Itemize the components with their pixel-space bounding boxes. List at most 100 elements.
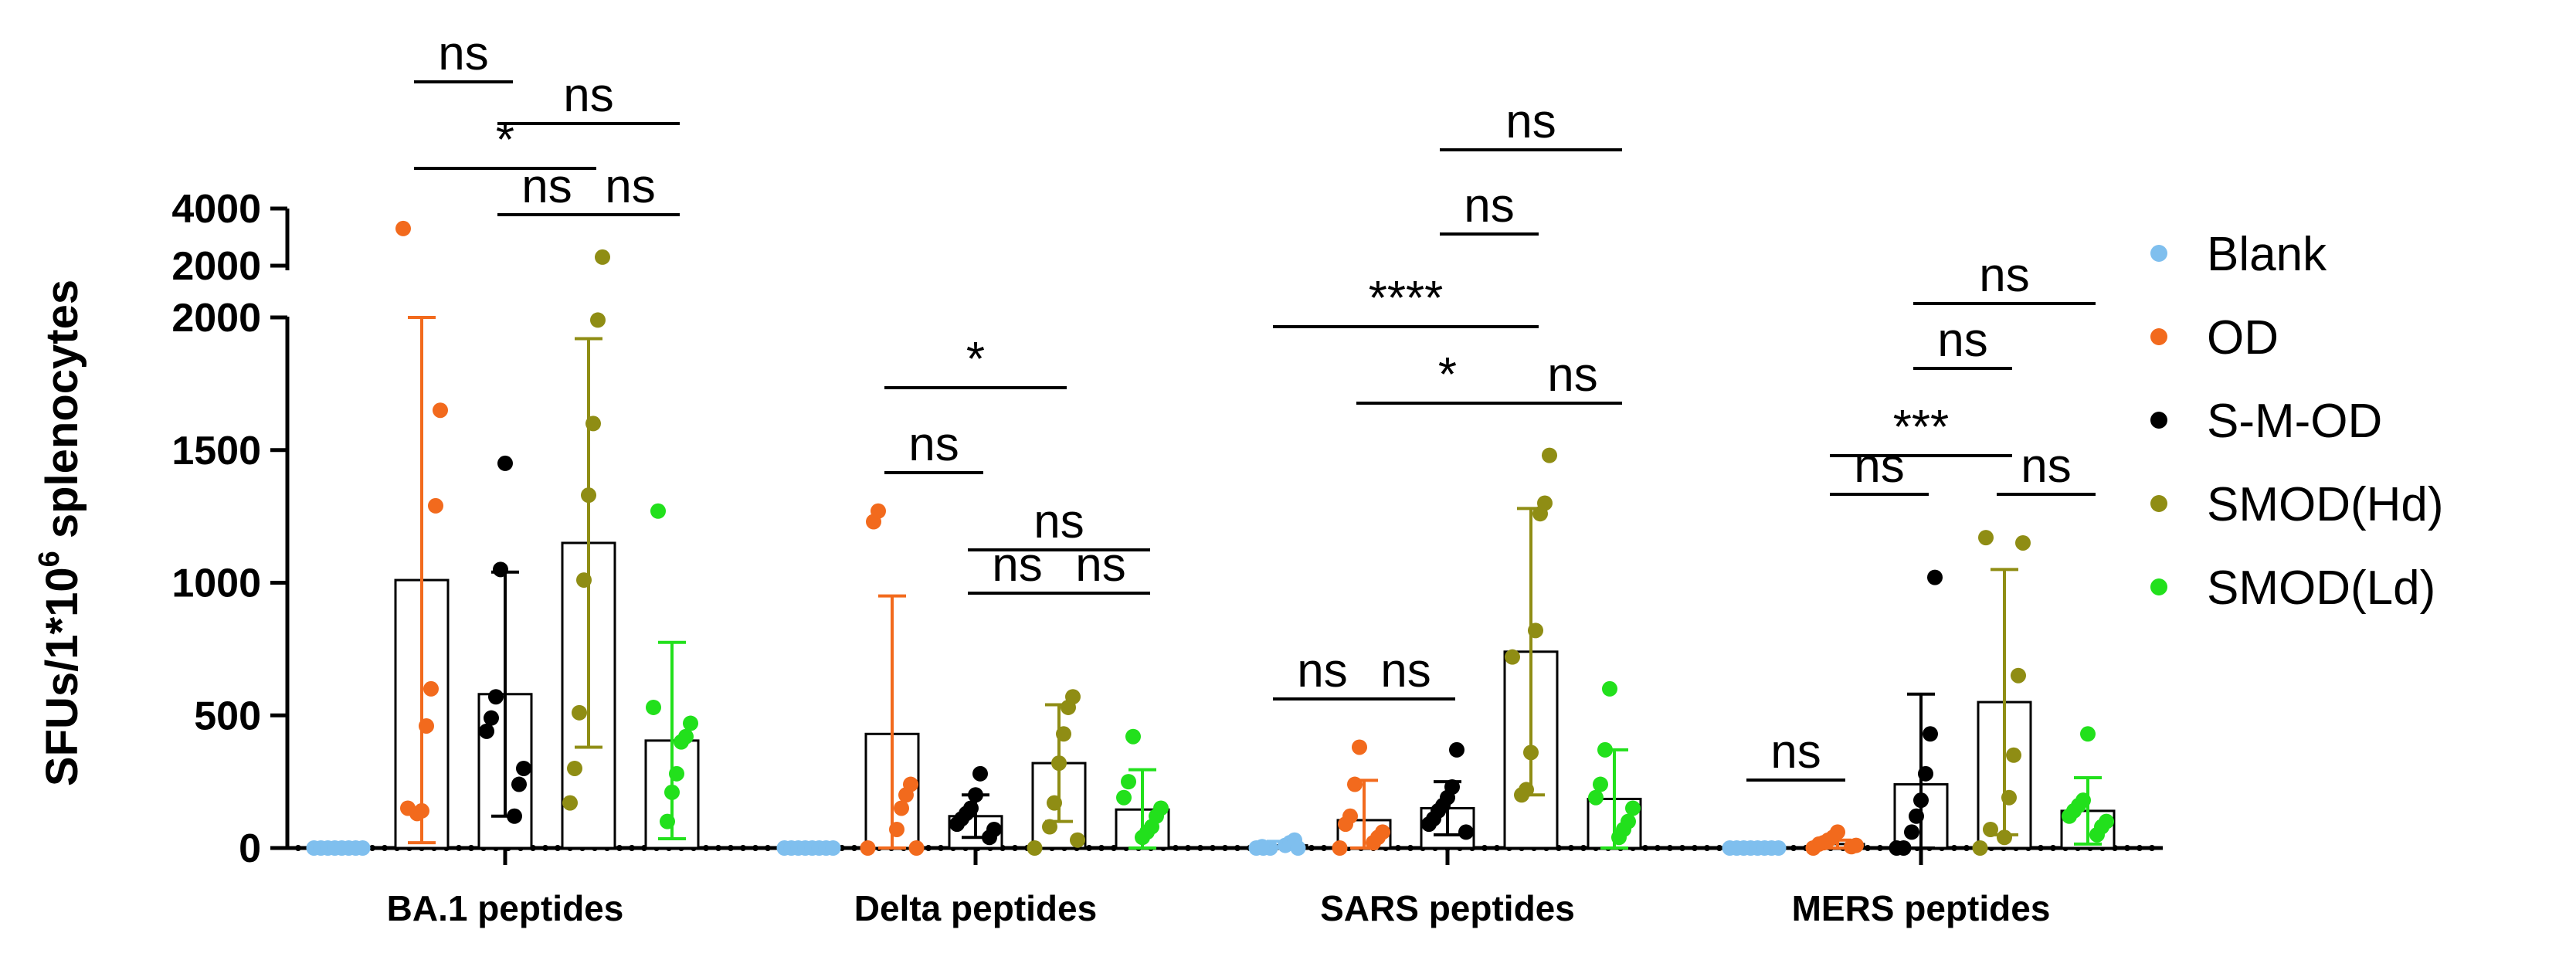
significance-label: ns [908,418,959,471]
significance-label: ns [992,538,1042,592]
data-point [1116,789,1132,806]
x-axis-dot [1481,845,1488,851]
x-axis-dot [1222,845,1228,851]
data-point [1056,726,1071,742]
significance-label: ns [563,69,613,122]
y-axis-title-superscript: 6 [33,551,66,567]
data-point [400,800,416,816]
data-point [1290,840,1306,856]
x-axis-dot [1963,845,1970,851]
x-axis-dot [1012,845,1018,851]
data-point [1458,824,1474,840]
x-axis-dot [851,845,857,851]
data-point [1909,808,1924,824]
significance-label: ns [1297,644,1347,697]
points-layer [306,220,2114,856]
data-point [1449,741,1464,758]
significance-label: * [1438,348,1457,402]
x-axis-dot [1692,845,1698,851]
x-axis-dot [1185,845,1191,851]
data-point [562,795,578,811]
legend-label: S-M-OD [2207,395,2382,448]
x-axis-dot [715,845,721,851]
data-point [1375,824,1390,840]
x-axis-dot [382,845,388,851]
significance-label: ns [605,160,655,213]
data-point [567,760,582,776]
data-point [660,813,675,829]
data-point [497,455,513,471]
significance-label: **** [1369,272,1444,325]
data-point [493,561,508,578]
data-point [825,840,841,856]
x-tick-label: BA.1 peptides [387,888,624,928]
data-point [2006,747,2021,763]
x-axis-dot [616,845,623,851]
significance-label: *** [1893,401,1949,454]
data-point [1505,649,1520,665]
significance-label: ns [438,27,488,80]
x-axis-dot [1173,845,1179,851]
data-point [2099,813,2114,829]
x-axis-dot [542,845,548,851]
x-axis-dot [629,845,635,851]
data-point [1070,832,1085,848]
significance-label: ns [1770,725,1821,779]
y-tick-label: 1000 [171,561,261,606]
data-point [1121,774,1136,790]
x-axis-dot [925,845,932,851]
x-axis-dot [2038,845,2044,851]
data-point [511,776,527,792]
x-axis-dot [1679,845,1685,851]
data-point [1997,829,2012,846]
data-point [433,402,448,419]
significance-label: ns [1464,179,1514,232]
legend-label: SMOD(Hd) [2207,478,2444,531]
data-point [395,220,411,236]
data-point [1848,837,1864,853]
y-tick-label: 2000 [171,296,261,341]
y-tick-label-upper: 4000 [171,187,261,232]
x-axis-dot [1210,845,1216,851]
data-point [2075,792,2091,809]
significance-label: ns [1075,538,1125,592]
y-tick-label: 500 [194,694,261,738]
x-axis-dot [2124,845,2130,851]
x-axis-dot [1877,845,1883,851]
data-point [968,787,983,803]
data-point [1523,745,1539,761]
legend-label: OD [2207,311,2279,365]
data-point [576,572,592,589]
data-point [678,728,694,745]
x-axis-dot [1704,845,1710,851]
legend-layer: Blank OD S-M-OD SMOD(Hd) SMOD(Ld) [2150,228,2444,615]
x-axis-dot [1234,845,1240,851]
data-point [889,821,904,837]
data-point [1051,755,1067,772]
data-point [516,760,531,776]
data-point [1588,789,1604,806]
data-point [650,503,666,519]
data-point [414,802,429,819]
data-point [419,717,434,734]
data-point [1332,840,1348,856]
x-axis-dot [369,845,375,851]
data-point [590,312,606,328]
data-point [669,765,684,782]
data-point [1923,726,1938,742]
x-axis-dot [1716,845,1722,851]
x-axis-dot [1321,845,1327,851]
data-point [908,840,925,856]
x-axis-dot [2050,845,2056,851]
data-point [484,710,499,726]
data-point [1602,680,1617,697]
x-tick-label: SARS peptides [1320,888,1575,928]
x-axis-dot [1407,845,1414,851]
x-axis-dot [740,845,746,851]
legend-marker [2150,412,2167,429]
x-axis-dot [2136,845,2143,851]
significance-label: * [496,114,514,167]
x-axis-dot [752,845,759,851]
x-axis-dot [1494,845,1500,851]
